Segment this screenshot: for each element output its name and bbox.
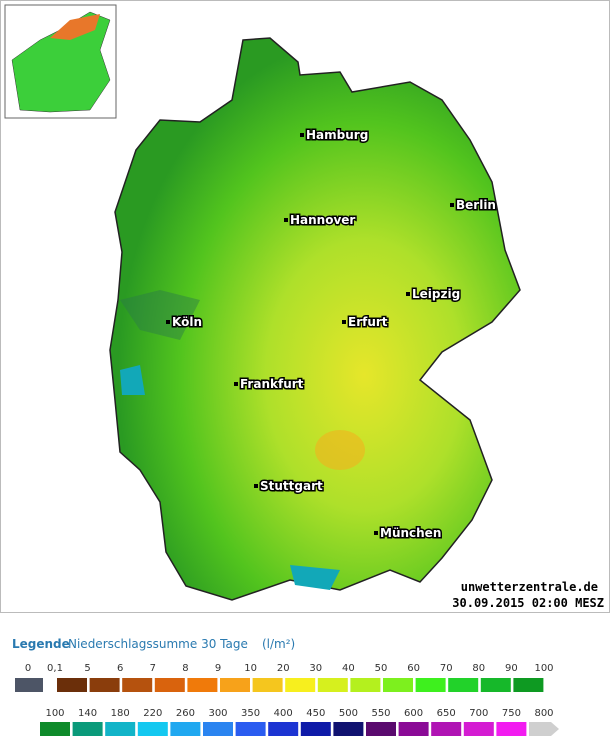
legend-label: 0 (25, 663, 31, 674)
wet-area (120, 290, 200, 340)
legend-swatch (170, 722, 201, 736)
legend-swatch (203, 722, 233, 736)
legend-label: 20 (277, 663, 290, 674)
city-label: Hamburg (306, 128, 368, 142)
city-dot (166, 320, 170, 324)
source: unwetterzentrale.de (461, 580, 598, 594)
legend-label: 260 (176, 708, 195, 719)
legend-label: 140 (78, 708, 97, 719)
legend-swatch (122, 678, 153, 692)
legend-label: 100 (534, 663, 553, 674)
legend-swatch (57, 678, 87, 692)
legend-swatch (72, 722, 103, 736)
legend-swatch (496, 722, 527, 736)
legend-label: 700 (469, 708, 488, 719)
legend-unit: (l/m²) (262, 637, 295, 651)
legend-swatch (480, 678, 511, 692)
legend-label: 6 (117, 663, 123, 674)
legend-label: 60 (407, 663, 420, 674)
legend-label: 450 (306, 708, 325, 719)
legend-label: 750 (502, 708, 521, 719)
city-label: Berlin (456, 198, 496, 212)
legend-swatch (137, 722, 168, 736)
legend-swatch (463, 722, 494, 736)
legend-swatch (300, 722, 331, 736)
legend-swatch (350, 678, 381, 692)
legend-subtitle: Niederschlagssumme 30 Tage (68, 637, 248, 651)
legend-label: 100 (45, 708, 64, 719)
legend-label: 5 (84, 663, 90, 674)
legend-swatch (89, 678, 120, 692)
legend-label: 180 (111, 708, 130, 719)
inset-europe (11, 11, 111, 113)
city-dot (450, 203, 454, 207)
legend-label: 7 (150, 663, 156, 674)
legend-label: 350 (241, 708, 260, 719)
legend-swatch (431, 722, 462, 736)
legend-label: 80 (472, 663, 485, 674)
legend-label: 0,1 (47, 663, 63, 674)
city-dot (406, 292, 410, 296)
germany (109, 37, 521, 601)
legend-swatch (415, 678, 446, 692)
city-label: Erfurt (348, 315, 388, 329)
legend-label: 800 (534, 708, 553, 719)
legend-swatch (187, 678, 218, 692)
legend-swatch (366, 722, 396, 736)
legend-label: 90 (505, 663, 518, 674)
city-dot (342, 320, 346, 324)
legend-label: 30 (309, 663, 322, 674)
legend-swatch (448, 678, 479, 692)
inset-dry (50, 14, 100, 40)
legend-label: 220 (143, 708, 162, 719)
legend-label: 70 (440, 663, 453, 674)
city-dot (374, 531, 378, 535)
legend-arrow (529, 722, 559, 736)
legend-swatch (383, 678, 413, 692)
legend-swatch (317, 678, 348, 692)
legend-label: 50 (375, 663, 388, 674)
city-label: Hannover (290, 213, 355, 227)
wet-area (120, 365, 340, 590)
legend-label: 650 (437, 708, 456, 719)
legend-label: 600 (404, 708, 423, 719)
city-dot (300, 133, 304, 137)
city-label: Köln (172, 315, 202, 329)
legend-label: 300 (208, 708, 227, 719)
legend-swatch (235, 722, 266, 736)
legend-title: Legende (12, 637, 70, 651)
city-label: Leipzig (412, 287, 460, 301)
legend-swatch (268, 722, 299, 736)
city-label: München (380, 526, 441, 540)
city-dot (234, 382, 238, 386)
city-label: Frankfurt (240, 377, 304, 391)
legend-label: 550 (371, 708, 390, 719)
legend-swatch (513, 678, 544, 692)
city-dot (254, 484, 258, 488)
legend-swatch (333, 722, 364, 736)
legend-swatch (252, 678, 283, 692)
legend-label: 500 (339, 708, 358, 719)
legend-swatch (40, 722, 70, 736)
legend-label: 8 (182, 663, 188, 674)
legend-label: 40 (342, 663, 355, 674)
city-dot (284, 218, 288, 222)
legend-swatch (285, 678, 316, 692)
city-label: Stuttgart (260, 479, 323, 493)
legend-swatch (15, 678, 43, 692)
timestamp: 30.09.2015 02:00 MESZ (452, 596, 604, 610)
legend-swatch (398, 722, 429, 736)
legend-swatch (105, 722, 136, 736)
legend-label: 400 (274, 708, 293, 719)
legend-label: 10 (244, 663, 257, 674)
legend-swatch (220, 678, 250, 692)
legend-label: 9 (215, 663, 221, 674)
legend-swatch (154, 678, 185, 692)
dry-area (315, 430, 365, 470)
